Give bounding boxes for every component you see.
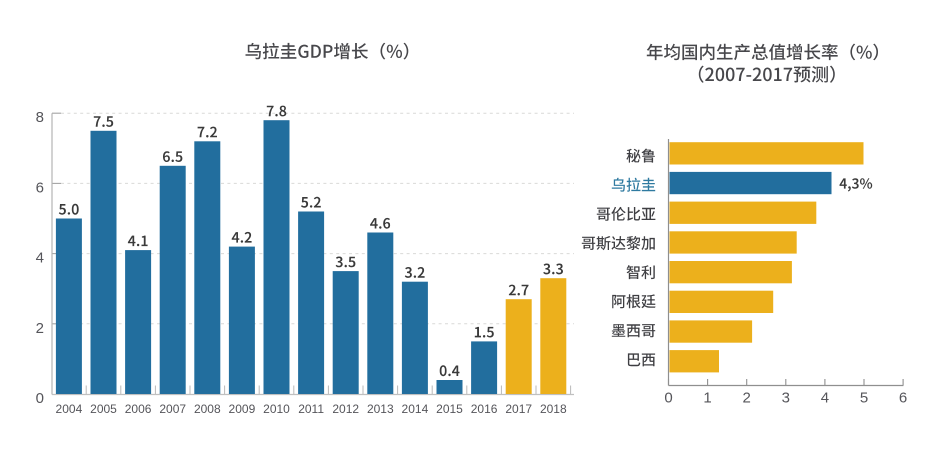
svg-text:2004: 2004 (56, 402, 83, 416)
svg-text:2015: 2015 (436, 402, 463, 416)
svg-text:2: 2 (743, 390, 751, 407)
svg-text:2005: 2005 (90, 402, 117, 416)
svg-text:2014: 2014 (402, 402, 429, 416)
svg-text:2017: 2017 (505, 402, 532, 416)
svg-text:2: 2 (36, 320, 44, 337)
svg-text:5: 5 (860, 390, 868, 407)
svg-text:2013: 2013 (367, 402, 394, 416)
svg-text:2018: 2018 (540, 402, 567, 416)
svg-text:4: 4 (821, 390, 829, 407)
svg-text:2011: 2011 (298, 402, 324, 416)
svg-text:2012: 2012 (332, 402, 359, 416)
svg-text:2010: 2010 (263, 402, 290, 416)
svg-text:2006: 2006 (125, 402, 152, 416)
svg-text:2008: 2008 (194, 402, 221, 416)
svg-text:1: 1 (703, 390, 711, 407)
svg-text:0: 0 (36, 390, 44, 407)
svg-text:2016: 2016 (471, 402, 498, 416)
svg-text:8: 8 (36, 109, 44, 126)
svg-text:6: 6 (899, 390, 907, 407)
svg-text:2009: 2009 (229, 402, 256, 416)
svg-text:4: 4 (36, 250, 44, 267)
svg-text:3: 3 (782, 390, 790, 407)
svg-text:2007: 2007 (159, 402, 186, 416)
svg-text:0: 0 (664, 390, 672, 407)
svg-text:6: 6 (36, 179, 44, 196)
